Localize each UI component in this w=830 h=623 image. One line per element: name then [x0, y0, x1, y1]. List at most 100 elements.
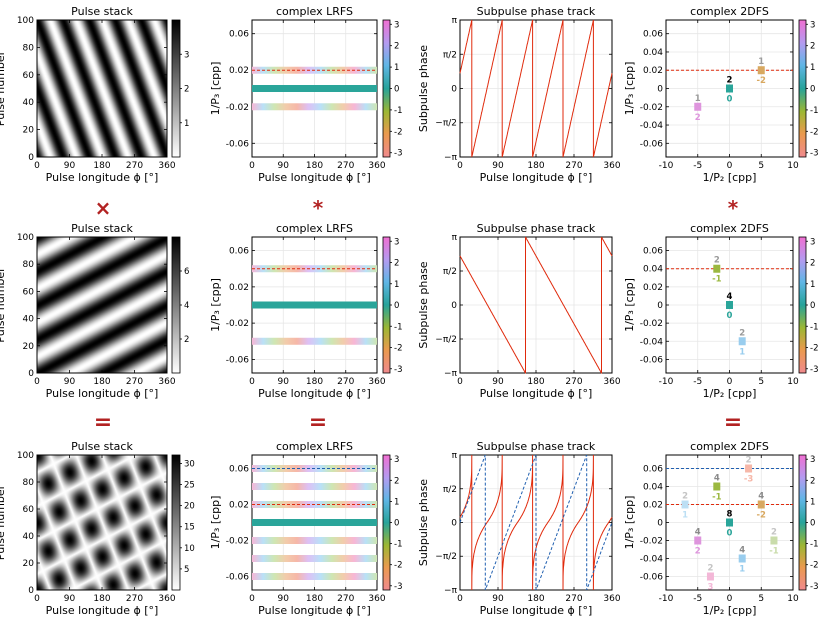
x-tick-label: 360	[603, 161, 620, 171]
y-axis-label: 1/P₃ [cpp]	[209, 278, 222, 332]
panel-title: Pulse stack	[71, 440, 133, 453]
x-tick-label: 360	[158, 161, 175, 171]
peak-amplitude-label: 2	[739, 328, 745, 338]
panel-r1-stack: 0 90 180 270 360 0 20 40 60 80 100 Pulse stack Pulse…	[0, 5, 189, 184]
pulse-stack-heatmap	[37, 20, 167, 157]
colorbar-tick-label: 0	[394, 519, 399, 529]
colorbar-tick-label: -1	[810, 322, 818, 332]
panel-title: Subpulse phase track	[477, 222, 596, 235]
peak-phase-label: -1	[769, 547, 779, 557]
x-tick-label: 180	[93, 594, 110, 604]
panel-r1-2dfs: -10 -5 0 5 10-0.06-0.04-0.0200.020.040.06com…	[623, 5, 818, 184]
y-tick-label: 0	[657, 519, 663, 529]
y-tick-label: -0.04	[640, 337, 664, 347]
x-tick-label: -5	[693, 377, 702, 387]
x-tick-label: 90	[492, 161, 504, 171]
peak-amplitude-label: 1	[695, 94, 701, 104]
peak-phase-label: 2	[695, 113, 701, 123]
x-tick-label: 90	[278, 161, 290, 171]
operator-symbol: *	[313, 196, 324, 220]
y-tick-label: π	[452, 16, 458, 26]
operator-symbol: *	[728, 196, 739, 220]
y-axis-label: Pulse number	[0, 484, 7, 560]
panel-r2-2dfs: -10 -5 0 5 10-0.06-0.04-0.0200.020.040.06com…	[623, 222, 818, 400]
y-axis-label: 1/P₃ [cpp]	[623, 496, 636, 550]
colorbar-tick-label: 2	[184, 85, 189, 95]
spectral-peak	[713, 482, 721, 491]
panel-r2-lrfs: 0 90 180 270 360 -0.06 -0.02 0.02 0.06 complex LR…	[209, 222, 402, 400]
colorbar-tick-label: -2	[394, 561, 402, 571]
colorbar	[171, 19, 181, 158]
axes-frame	[36, 19, 168, 158]
y-axis-label: Pulse number	[0, 267, 7, 343]
x-tick-label: 90	[64, 161, 76, 171]
spectral-peak	[745, 464, 753, 473]
colorbar	[798, 454, 807, 591]
colorbar-tick-label: -3	[394, 365, 402, 375]
peak-phase-label: -2	[757, 76, 767, 86]
peak-amplitude-label: 2	[727, 76, 733, 86]
colorbar-tick-label: 1	[810, 497, 815, 507]
lrfs-band	[252, 555, 377, 562]
y-tick-label: 40	[23, 532, 35, 542]
x-axis-label: 1/P₂ [cpp]	[703, 604, 757, 617]
lrfs-band	[252, 573, 377, 580]
y-tick-label: -0.02	[640, 537, 663, 547]
colorbar-tick-label: -1	[394, 322, 402, 332]
y-axis-label: Subpulse phase	[417, 479, 430, 566]
panel-title: Pulse stack	[71, 5, 133, 18]
x-tick-label: 360	[158, 377, 175, 387]
x-axis-label: Pulse longitude ϕ [°]	[46, 387, 159, 400]
x-tick-label: 180	[93, 377, 110, 387]
y-tick-label: 0	[657, 85, 663, 95]
y-tick-label: 0.02	[229, 501, 249, 511]
peak-amplitude-label: 2	[707, 564, 713, 574]
y-tick-label: 0.02	[229, 283, 249, 293]
colorbar-tick-label: 15	[184, 523, 195, 533]
peak-amplitude-label: 2	[771, 528, 777, 538]
colorbar-tick-label: -3	[394, 149, 402, 159]
spectral-peak	[757, 66, 765, 75]
pulse-stack-heatmap	[37, 455, 167, 590]
y-tick-label: 80	[23, 478, 35, 488]
axes-frame	[36, 236, 168, 374]
x-tick-label: -10	[659, 377, 674, 387]
panel-r1-track: 0 90 180 270 360 π π/2 0 −π/2 −π Subpulse phase tr…	[417, 5, 621, 184]
colorbar-tick-label: -2	[810, 344, 818, 354]
x-tick-label: 90	[64, 594, 76, 604]
spectral-peak	[770, 536, 778, 545]
lrfs-band	[252, 301, 377, 309]
panel-r1-lrfs: 0 90 180 270 360 -0.06 -0.02 0.02 0.06 complex LR…	[209, 5, 402, 184]
y-tick-label: -0.04	[640, 555, 664, 565]
y-tick-label: 20	[23, 126, 35, 136]
peak-amplitude-label: 4	[727, 292, 733, 302]
y-axis-label: 1/P₃ [cpp]	[209, 62, 222, 116]
x-axis-label: 1/P₂ [cpp]	[703, 387, 757, 400]
colorbar-tick-label: 1	[810, 280, 815, 290]
peak-phase-label: -2	[757, 511, 767, 521]
x-tick-label: 270	[337, 377, 354, 387]
y-tick-label: 0.04	[643, 265, 663, 275]
y-tick-label: 80	[23, 43, 35, 53]
axes-frame	[665, 19, 794, 158]
x-tick-label: 180	[306, 594, 323, 604]
peak-phase-label: 0	[727, 95, 733, 105]
y-axis-label: Subpulse phase	[417, 261, 430, 348]
colorbar-tick-label: -3	[394, 582, 402, 592]
y-tick-label: π	[452, 233, 458, 243]
colorbar-tick-label: -3	[810, 365, 818, 375]
colorbar	[382, 236, 391, 374]
colorbar	[798, 236, 807, 374]
y-tick-label: 0.06	[229, 465, 249, 475]
y-tick-label: -0.04	[640, 121, 664, 131]
spectral-peak	[694, 102, 702, 111]
y-tick-label: 0.02	[643, 283, 663, 293]
y-tick-label: 40	[23, 315, 35, 325]
y-tick-label: 60	[23, 505, 35, 515]
y-tick-label: -0.06	[640, 355, 664, 365]
x-axis-label: Pulse longitude ϕ [°]	[480, 171, 593, 184]
y-tick-label: 0.02	[229, 66, 249, 76]
x-tick-label: 270	[337, 594, 354, 604]
y-tick-label: -0.06	[226, 573, 250, 583]
